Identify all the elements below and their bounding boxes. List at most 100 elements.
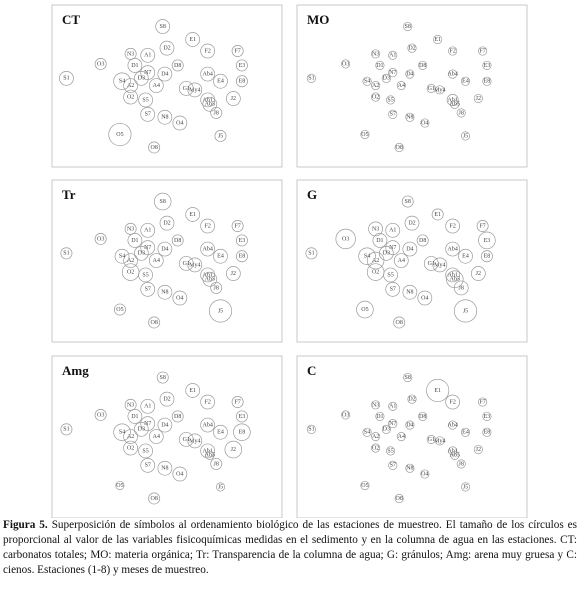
station-bubble [396, 432, 406, 442]
station-label: Ab1 [202, 97, 212, 103]
station-label: Ab5 [205, 277, 215, 283]
station-label: E1 [189, 212, 196, 218]
station-bubble [213, 248, 228, 264]
caption-label: Figura 5. [3, 519, 48, 531]
station-bubble [371, 443, 381, 453]
station-bubble [215, 482, 226, 492]
station-label: E1 [434, 37, 441, 43]
station-label: O3 [342, 236, 349, 242]
station-label: D4 [161, 246, 168, 252]
station-label: O2 [372, 94, 379, 100]
station-label: D8 [174, 63, 181, 69]
station-label: J2 [476, 447, 481, 453]
panel-title: G [307, 187, 317, 202]
station-label: S1 [63, 76, 69, 82]
station-label: S5 [142, 272, 148, 278]
station-label: D4 [406, 422, 413, 428]
station-bubble [138, 92, 153, 108]
station-bubble [456, 459, 466, 469]
station-bubble [157, 460, 173, 476]
station-bubble [360, 480, 370, 491]
station-label: N3 [372, 51, 379, 57]
station-bubble [405, 463, 415, 473]
station-label: S5 [142, 448, 148, 454]
station-label: D8 [419, 63, 426, 69]
station-bubble [171, 234, 184, 247]
panel-frame [51, 4, 283, 168]
station-label: G1 [183, 86, 190, 92]
station-bubble [178, 81, 194, 96]
station-label: S5 [387, 448, 393, 454]
station-bubble [423, 256, 439, 271]
station-bubble [403, 372, 413, 383]
station-bubble [456, 108, 466, 118]
station-label: Ab5 [450, 453, 460, 459]
station-bubble [482, 60, 492, 70]
station-bubble [405, 112, 415, 122]
station-label: A1 [144, 404, 151, 410]
station-label: O2 [127, 94, 134, 100]
station-bubble [178, 432, 194, 447]
station-bubble [235, 250, 248, 263]
station-label: N7 [144, 70, 151, 76]
station-label: S5 [387, 97, 393, 103]
station-bubble [187, 257, 203, 273]
station-bubble [432, 257, 448, 273]
station-bubble [123, 89, 138, 105]
station-bubble [306, 424, 316, 434]
station-label: J5 [218, 133, 223, 139]
station-bubble [476, 220, 489, 232]
station-label: A1 [144, 53, 151, 59]
station-bubble [133, 422, 149, 437]
station-bubble [426, 434, 436, 444]
station-bubble [171, 410, 184, 423]
station-bubble [445, 394, 461, 410]
station-label: N3 [127, 402, 134, 408]
station-bubble [159, 391, 175, 407]
station-label: N7 [389, 70, 396, 76]
station-bubble [140, 107, 156, 122]
station-bubble [402, 241, 418, 257]
station-bubble [473, 444, 483, 455]
station-bubble [388, 50, 398, 60]
station-label: O2 [127, 445, 134, 451]
station-bubble [155, 19, 171, 34]
station-label: A2 [372, 434, 379, 440]
station-label: E1 [189, 37, 196, 43]
station-bubble [200, 241, 216, 257]
station-bubble [235, 75, 248, 88]
station-label: D8 [419, 238, 426, 244]
station-label: A4 [398, 434, 405, 440]
station-label: N8 [161, 466, 168, 472]
panel-frame [51, 355, 283, 518]
station-label: D1 [376, 63, 383, 69]
station-bubble [371, 432, 381, 442]
station-label: A2 [372, 258, 379, 264]
station-label: J5 [463, 484, 468, 490]
station-bubble [178, 256, 194, 271]
station-bubble [60, 423, 73, 436]
station-bubble [448, 446, 458, 456]
station-label: O2 [372, 269, 379, 275]
station-label: J8 [214, 110, 219, 116]
station-label: O3 [97, 236, 104, 242]
station-label: O8 [150, 496, 157, 502]
panel-frame [296, 179, 528, 343]
station-label: D8 [419, 414, 426, 420]
station-bubble [401, 195, 414, 208]
station-label: S1 [308, 76, 314, 82]
station-bubble [202, 271, 218, 287]
panel-frame [296, 355, 528, 518]
station-bubble [157, 66, 173, 82]
station-bubble [385, 240, 401, 255]
station-label: A2 [127, 83, 134, 89]
station-label: A4 [153, 83, 160, 89]
station-label: J8 [214, 285, 219, 291]
station-bubble [393, 316, 406, 329]
station-label: D3 [383, 427, 390, 433]
station-bubble [123, 440, 138, 456]
station-bubble [140, 282, 156, 297]
station-bubble [133, 71, 149, 86]
station-label: F2 [449, 399, 455, 405]
station-bubble [446, 94, 459, 106]
